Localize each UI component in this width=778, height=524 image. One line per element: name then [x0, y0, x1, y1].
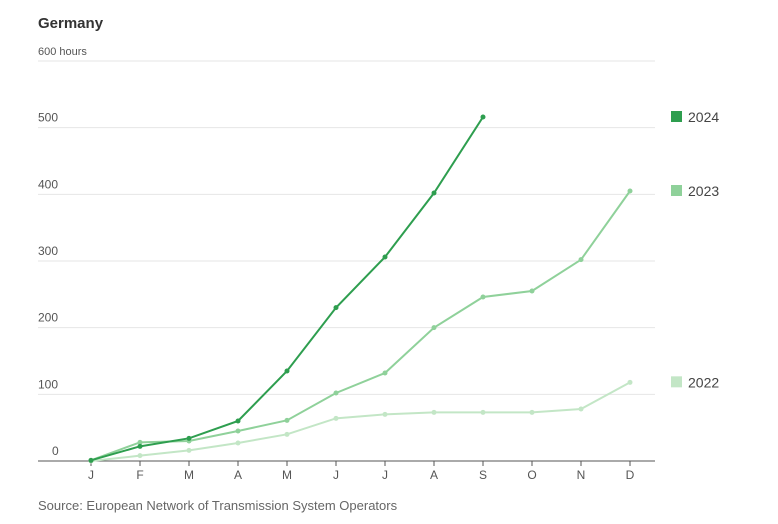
point — [529, 409, 535, 415]
x-tick-label: M — [282, 468, 292, 482]
point — [235, 418, 241, 424]
series-line — [90, 116, 484, 462]
legend-label: 2023 — [688, 183, 719, 199]
x-tick-label: J — [382, 468, 388, 482]
point — [480, 294, 486, 300]
point — [137, 439, 143, 445]
series-line — [90, 381, 631, 462]
legend-label: 2024 — [688, 109, 719, 125]
point — [186, 447, 192, 453]
y-tick-label: 200 — [38, 311, 58, 325]
x-tick-label: D — [626, 468, 635, 482]
y-tick-label: 100 — [38, 377, 58, 391]
point — [333, 390, 339, 396]
source: Source: European Network of Transmission… — [38, 498, 398, 513]
point — [431, 190, 437, 196]
y-tick-label: 400 — [38, 177, 58, 191]
x-tick-label: A — [234, 468, 242, 482]
point — [382, 370, 388, 376]
x-tick-label: M — [184, 468, 194, 482]
point — [431, 325, 437, 331]
point — [480, 114, 486, 120]
point — [284, 368, 290, 374]
point — [578, 257, 584, 263]
point — [235, 428, 241, 434]
point — [186, 435, 192, 441]
point — [627, 188, 633, 194]
point — [480, 409, 486, 415]
y-tick-label: 300 — [38, 244, 58, 258]
y-tick-label: 0 — [52, 444, 59, 458]
chart-title: Germany — [38, 15, 104, 32]
x-tick-label: O — [527, 468, 536, 482]
y-tick-label: 600 hours — [38, 46, 87, 58]
point — [333, 305, 339, 311]
point — [88, 457, 94, 463]
point — [382, 254, 388, 260]
point — [431, 409, 437, 415]
legend-label: 2022 — [688, 374, 719, 390]
point — [235, 440, 241, 446]
legend-swatch — [671, 376, 682, 388]
point — [627, 379, 633, 385]
point — [529, 288, 535, 294]
x-tick-label: F — [136, 468, 143, 482]
y-tick-label: 500 — [38, 111, 58, 125]
x-tick-label: S — [479, 468, 487, 482]
x-tick-label: A — [430, 468, 438, 482]
x-tick-label: N — [577, 468, 586, 482]
point — [284, 431, 290, 437]
point — [137, 453, 143, 459]
point — [578, 406, 584, 412]
x-tick-label: J — [333, 468, 339, 482]
point — [382, 411, 388, 417]
legend-swatch — [671, 111, 682, 122]
legend-swatch — [671, 185, 682, 196]
point — [137, 443, 143, 449]
x-tick-label: J — [88, 468, 94, 482]
point — [284, 417, 290, 423]
point — [333, 415, 339, 421]
series-line — [90, 190, 631, 462]
